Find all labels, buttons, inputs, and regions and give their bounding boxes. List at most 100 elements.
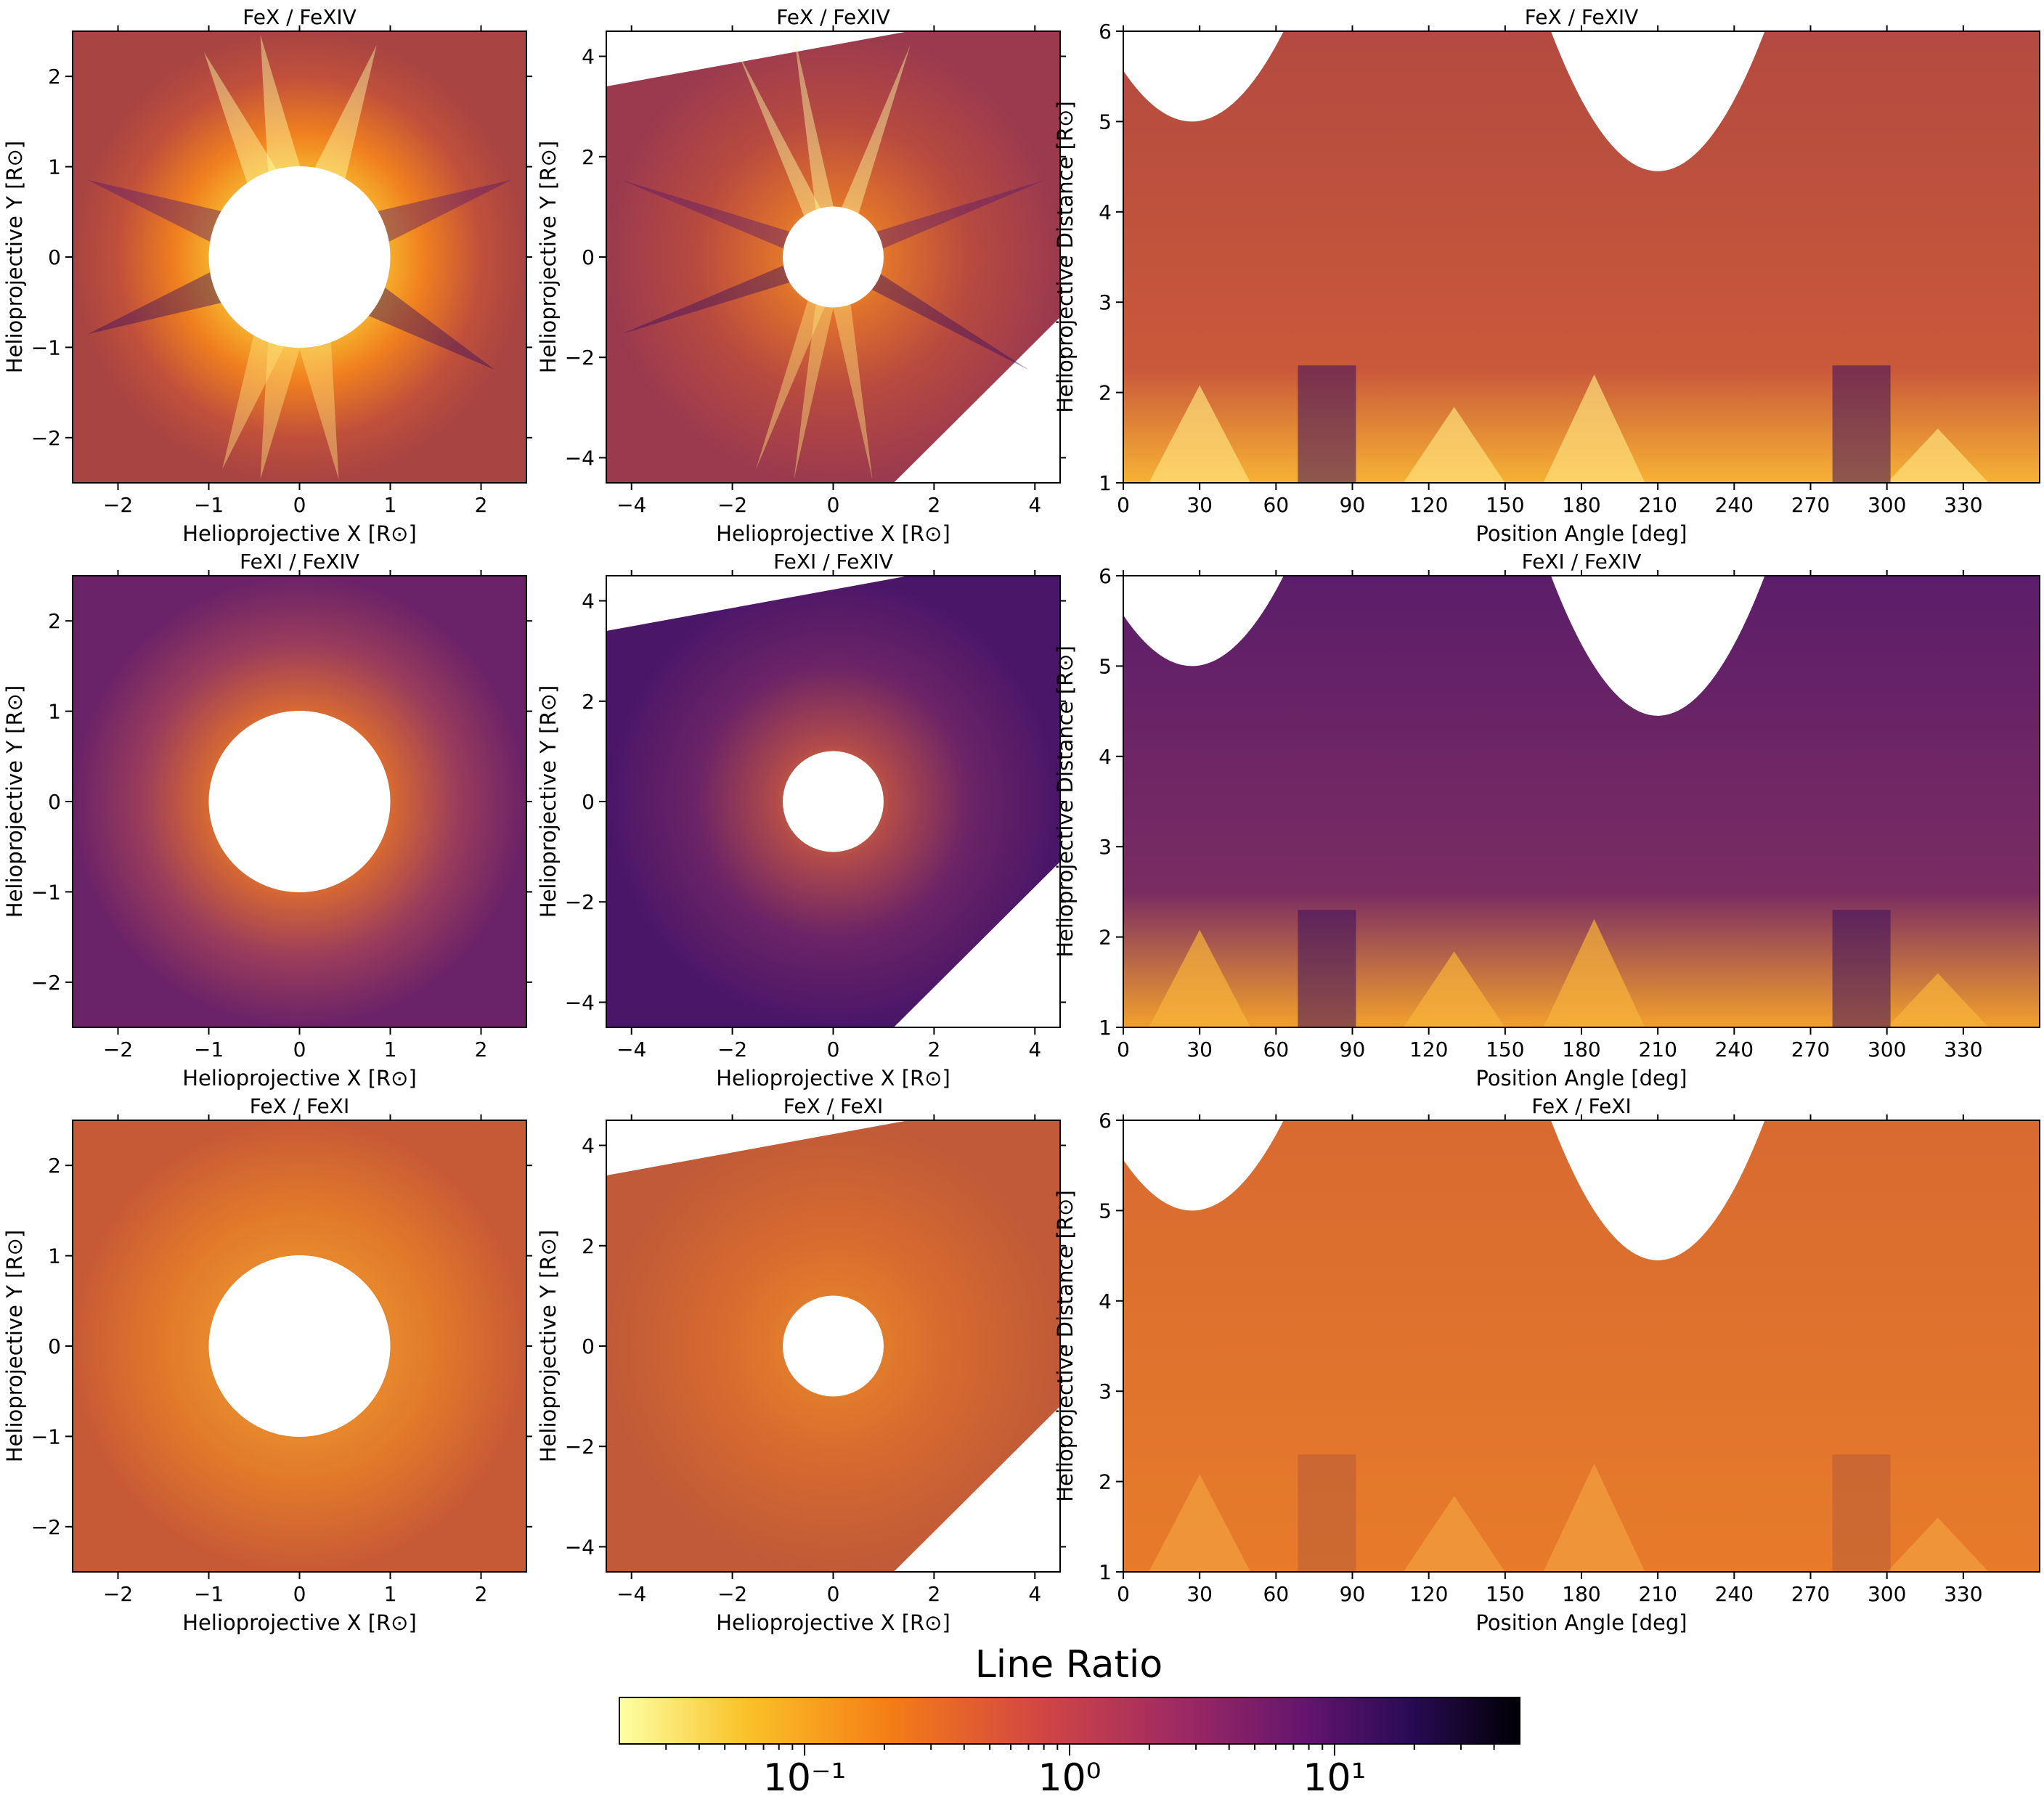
y-tick-label: 2 <box>582 690 595 714</box>
x-tick-label: 1 <box>384 1582 397 1606</box>
x-tick-label: 330 <box>1944 1582 1982 1606</box>
x-tick-label: 2 <box>475 493 488 517</box>
axis-ticks: 0 30 60 90 120 150 180 210 240 270 300 330 1 2 3 4 5 6 <box>1099 564 1982 1061</box>
x-tick-label: 2 <box>927 493 940 517</box>
y-tick-label: 0 <box>48 245 61 269</box>
x-tick-label: 0 <box>293 1582 306 1606</box>
x-tick-label: −4 <box>616 1038 646 1061</box>
y-tick-label: 2 <box>1099 381 1112 405</box>
y-tick-label: −2 <box>31 426 61 450</box>
x-tick-label: 300 <box>1868 1038 1906 1061</box>
x-tick-label: 180 <box>1562 1038 1600 1061</box>
x-axis-label: Helioprojective X [R⊙] <box>182 521 417 546</box>
x-axis-label: Helioprojective X [R⊙] <box>182 1610 417 1635</box>
x-tick-label: −2 <box>717 1038 747 1061</box>
y-tick-label: 2 <box>1099 1470 1112 1494</box>
dark-band-2 <box>1832 1454 1891 1572</box>
y-axis-label: Helioprojective Y [R⊙] <box>2 1230 27 1462</box>
x-tick-label: 1 <box>384 493 397 517</box>
y-tick-label: 3 <box>1099 1379 1112 1403</box>
occulter-disk <box>208 166 391 348</box>
x-tick-label: 30 <box>1186 1582 1213 1606</box>
x-tick-label: 270 <box>1791 1038 1830 1061</box>
missing-arc-1 <box>1100 31 1284 122</box>
y-tick-label: 4 <box>582 590 595 613</box>
y-tick-label: −2 <box>565 1435 595 1459</box>
y-tick-label: 2 <box>48 65 61 89</box>
y-tick-label: −1 <box>31 1424 61 1448</box>
axis-ticks: −2 −1 0 1 2 −2 −1 0 1 2 <box>31 570 532 1061</box>
y-tick-label: 5 <box>1099 1199 1112 1223</box>
x-tick-label: 240 <box>1715 493 1754 517</box>
x-tick-label: 0 <box>827 1038 840 1061</box>
panel-title: FeX / FeXI <box>250 1094 349 1118</box>
streamer-band-1 <box>1149 385 1251 483</box>
y-tick-label: −2 <box>31 1515 61 1539</box>
x-tick-label: 180 <box>1562 493 1600 517</box>
streamer-8 <box>621 265 790 335</box>
x-tick-label: −1 <box>194 1582 224 1606</box>
x-tick-label: 2 <box>927 1582 940 1606</box>
y-axis-label: Helioprojective Distance [R⊙] <box>1053 101 1078 413</box>
x-axis-label: Helioprojective X [R⊙] <box>182 1066 417 1091</box>
streamer-5 <box>87 179 221 242</box>
x-tick-label: 240 <box>1715 1038 1754 1061</box>
streamer-8 <box>87 272 221 335</box>
colorbar-tick-label: 10¹ <box>1303 1756 1366 1800</box>
streamer-band-4 <box>1886 973 1989 1027</box>
x-tick-label: −2 <box>103 1582 133 1606</box>
colorbar: Line Ratio 10⁻¹ 10⁰ 10¹ <box>619 1643 1520 1800</box>
x-tick-label: 60 <box>1263 1582 1290 1606</box>
x-tick-label: −2 <box>103 493 133 517</box>
axis-ticks: −4 −2 0 2 4 −4 −2 0 2 4 <box>565 25 1066 517</box>
colorbar-ticks: 10⁻¹ 10⁰ 10¹ <box>665 1744 1495 1800</box>
x-tick-label: 0 <box>1117 1582 1130 1606</box>
occulter-disk <box>208 1255 391 1437</box>
y-axis-label: Helioprojective Distance [R⊙] <box>1053 1190 1078 1502</box>
streamer-band-3 <box>1543 374 1645 483</box>
panel-title: FeXI / FeXIV <box>240 550 359 574</box>
x-tick-label: 120 <box>1409 493 1448 517</box>
y-tick-label: 4 <box>582 45 595 69</box>
streamer-10 <box>260 342 301 480</box>
panel-3: 0 30 60 90 120 150 180 210 240 270 300 330 1 2 3 4 5 6 FeX… <box>1053 5 2040 546</box>
y-tick-label: 1 <box>48 1244 61 1268</box>
streamer-band-3 <box>1543 1463 1645 1572</box>
panel-6: 0 30 60 90 120 150 180 210 240 270 300 330 1 2 3 4 5 6 FeX… <box>1053 550 2040 1091</box>
x-tick-label: −1 <box>194 493 224 517</box>
y-tick-label: 6 <box>1099 20 1112 44</box>
x-tick-label: 210 <box>1638 1038 1677 1061</box>
streamer-2 <box>314 44 377 179</box>
panel-title: FeX / FeXIV <box>1525 5 1639 29</box>
x-tick-label: 4 <box>1028 1582 1041 1606</box>
x-tick-label: 270 <box>1791 493 1830 517</box>
streamer-band-1 <box>1149 929 1251 1027</box>
panel-8: −4 −2 0 2 4 −4 −2 0 2 4 FeX / FeXI Helioprojective … <box>536 1094 1066 1635</box>
streamer-band-1 <box>1149 1474 1251 1572</box>
y-tick-label: 4 <box>1099 1289 1112 1313</box>
streamer-band-3 <box>1543 918 1645 1027</box>
y-tick-label: 3 <box>1099 290 1112 314</box>
panel-title: FeX / FeXIV <box>776 5 890 29</box>
dark-band-2 <box>1832 365 1891 483</box>
streamer-6 <box>378 179 512 242</box>
x-tick-label: 4 <box>1028 493 1041 517</box>
streamer-2 <box>842 44 911 214</box>
panel-title: FeX / FeXI <box>783 1094 883 1118</box>
panel-title: FeX / FeXIV <box>243 5 357 29</box>
streamer-4 <box>833 304 873 480</box>
x-tick-label: 0 <box>1117 493 1130 517</box>
streamer-6 <box>876 179 1046 249</box>
dark-band-1 <box>1298 910 1356 1027</box>
panel-9: 0 30 60 90 120 150 180 210 240 270 300 330 1 2 3 4 5 6 FeX… <box>1053 1094 2040 1635</box>
x-axis-label: Position Angle [deg] <box>1475 1066 1687 1091</box>
occulter-disk <box>208 711 391 892</box>
x-tick-label: 300 <box>1868 1582 1906 1606</box>
x-axis-label: Helioprojective X [R⊙] <box>716 1610 950 1635</box>
missing-arc-1 <box>1100 1120 1284 1211</box>
x-tick-label: 2 <box>475 1038 488 1061</box>
missing-arc-2 <box>1550 576 1765 716</box>
y-tick-label: 0 <box>582 1334 595 1358</box>
